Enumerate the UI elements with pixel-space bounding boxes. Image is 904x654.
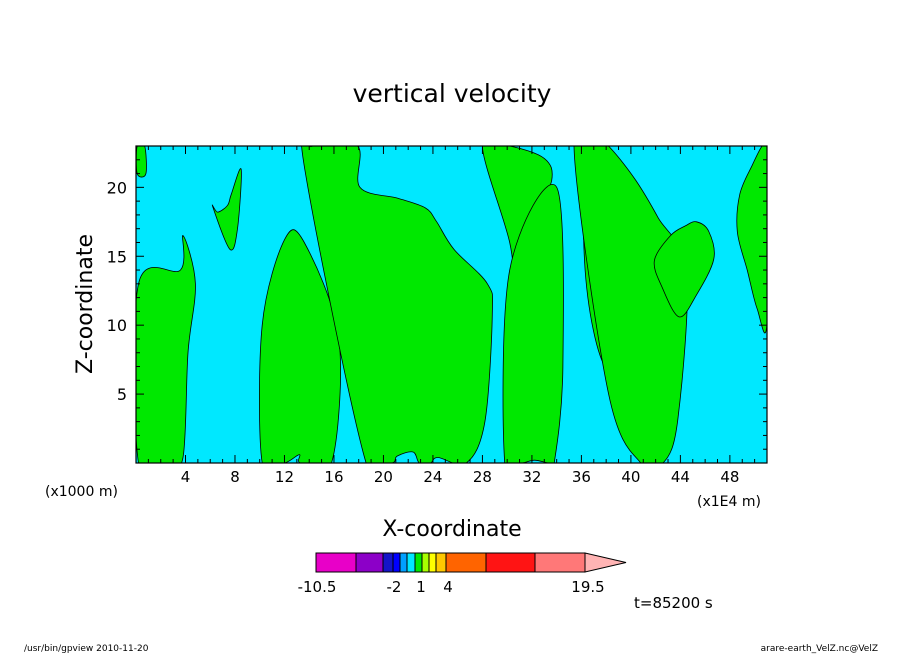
colorbar-bin [355,552,384,573]
y-tick-label: 20 [107,178,127,197]
contour-region [736,146,767,334]
x-tick-label: 32 [522,468,541,486]
plot-frame [135,145,768,464]
colorbar-label: 1 [416,578,426,596]
colorbar-bin [414,552,423,573]
colorbar-bin [315,552,357,573]
x-tick-label: 36 [572,468,591,486]
footer-left: /usr/bin/gpview 2010-11-20 [24,644,149,654]
y-tick-label: 5 [117,385,127,404]
y-tick-label: 15 [107,247,127,266]
x-tick-label: 48 [720,468,739,486]
x-tick-label: 16 [324,468,343,486]
colorbar-label: 19.5 [571,578,604,596]
contour-region [653,221,715,318]
time-label: t=85200 s [634,594,713,612]
x-unit-right: (x1E4 m) [697,494,761,510]
plot-area [136,146,767,463]
colorbar-bin [399,552,408,573]
contour-region [211,168,242,251]
colorbar-bin [382,552,394,573]
colorbar-bin [445,552,487,573]
x-tick-label: 8 [230,468,240,486]
contour-region [259,229,341,463]
colorbar-label: -2 [387,578,402,596]
colorbar-bin [428,552,437,573]
colorbar-bin [485,552,536,573]
x-tick-label: 40 [621,468,640,486]
colorbar-bin [435,552,447,573]
x-unit-left: (x1000 m) [45,484,118,500]
x-tick-label: 4 [181,468,191,486]
y-axis-label: Z-coordinate [73,234,98,374]
x-tick-label: 20 [374,468,393,486]
colorbar-label: 4 [443,578,453,596]
x-tick-label: 28 [473,468,492,486]
colorbar-label: -10.5 [298,578,337,596]
colorbar-bin [534,552,586,573]
x-tick-label: 12 [275,468,294,486]
footer-right: arare-earth_VelZ.nc@VelZ [761,644,878,654]
x-tick-label: 24 [423,468,442,486]
y-tick-label: 10 [107,316,127,335]
contour-region [502,184,564,463]
contour-region [573,146,688,463]
colorbar: -10.5 -2 1 4 19.5 [298,552,627,596]
colorbar-bin [392,552,401,573]
x-axis-label: X-coordinate [382,517,521,542]
chart-title: vertical velocity [353,79,552,108]
contour-region [301,146,494,463]
colorbar-overflow-arrow [584,552,627,573]
x-tick-label: 44 [671,468,690,486]
colorbar-bin [406,552,416,573]
colorbar-bin [421,552,430,573]
